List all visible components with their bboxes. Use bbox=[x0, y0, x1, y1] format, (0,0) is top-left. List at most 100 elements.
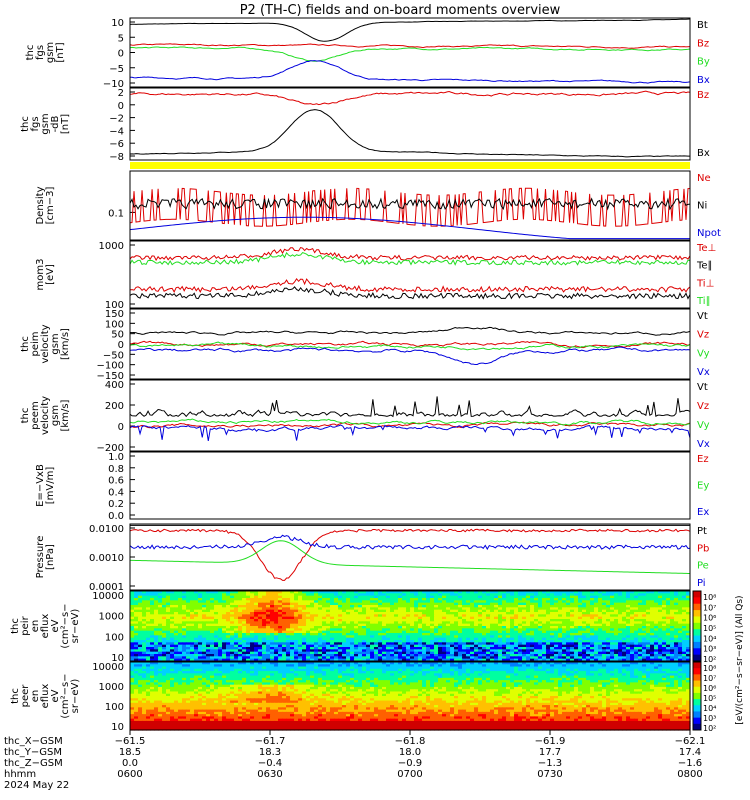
heatmap-cell bbox=[214, 605, 219, 608]
heatmap-cell bbox=[238, 602, 243, 606]
heatmap-cell bbox=[678, 609, 683, 613]
heatmap-cell bbox=[506, 595, 511, 599]
heatmap-cell bbox=[210, 600, 215, 604]
panel-frame bbox=[129, 379, 691, 452]
heatmap-cell bbox=[218, 635, 223, 639]
heatmap-cell bbox=[534, 605, 539, 608]
heatmap-cell bbox=[386, 647, 391, 650]
heatmap-cell bbox=[606, 658, 611, 662]
heatmap-cell bbox=[226, 600, 231, 604]
heatmap-cell bbox=[210, 595, 215, 599]
heatmap-cell bbox=[138, 612, 143, 615]
heatmap-cell bbox=[402, 651, 407, 655]
heatmap-cell bbox=[194, 662, 199, 665]
heatmap-cell bbox=[298, 644, 303, 648]
heatmap-cell bbox=[246, 616, 251, 620]
heatmap-cell bbox=[294, 602, 299, 606]
heatmap-cell bbox=[130, 662, 135, 665]
heatmap-cell bbox=[242, 602, 247, 606]
heatmap-cell bbox=[470, 642, 475, 646]
legend-Ne: Ne bbox=[697, 173, 711, 184]
heatmap-cell bbox=[214, 619, 219, 622]
heatmap-cell bbox=[614, 654, 619, 657]
heatmap-cell bbox=[442, 656, 447, 660]
heatmap-cell bbox=[518, 630, 523, 634]
heatmap-cell bbox=[418, 612, 423, 615]
heatmap-cell bbox=[402, 640, 407, 643]
y-tick-label: 10000 bbox=[92, 662, 124, 673]
heatmap-cell bbox=[522, 642, 527, 646]
heatmap-cell bbox=[290, 637, 295, 641]
y-tick-label: 0.2 bbox=[108, 499, 124, 510]
heatmap-cell bbox=[650, 619, 655, 622]
heatmap-cell bbox=[570, 623, 575, 627]
heatmap-cell bbox=[290, 598, 295, 601]
heatmap-cell bbox=[546, 591, 551, 594]
heatmap-cell bbox=[590, 605, 595, 608]
heatmap-cell bbox=[506, 598, 511, 601]
heatmap-cell bbox=[670, 612, 675, 615]
heatmap-cell bbox=[670, 633, 675, 636]
heatmap-cell bbox=[338, 602, 343, 606]
heatmap-cell bbox=[686, 633, 691, 636]
heatmap-cell bbox=[262, 658, 267, 662]
heatmap-cell bbox=[614, 614, 619, 618]
heatmap-cell bbox=[142, 616, 147, 620]
heatmap-cell bbox=[202, 612, 207, 615]
heatmap-cell bbox=[350, 628, 355, 632]
heatmap-cell bbox=[574, 605, 579, 608]
heatmap-cell bbox=[202, 644, 207, 648]
heatmap-cell bbox=[182, 630, 187, 634]
heatmap-cell bbox=[606, 651, 611, 655]
heatmap-cell bbox=[254, 607, 259, 611]
heatmap-cell bbox=[174, 591, 179, 594]
heatmap-cell bbox=[298, 605, 303, 608]
heatmap-cell bbox=[174, 637, 179, 641]
heatmap-cell bbox=[466, 656, 471, 660]
heatmap-cell bbox=[478, 621, 483, 625]
heatmap-cell bbox=[386, 621, 391, 625]
heatmap-cell bbox=[514, 628, 519, 632]
heatmap-cell bbox=[686, 619, 691, 622]
heatmap-cell bbox=[582, 635, 587, 639]
heatmap-cell bbox=[422, 637, 427, 641]
heatmap-cell bbox=[534, 626, 539, 629]
heatmap-cell bbox=[202, 605, 207, 608]
heatmap-cell bbox=[218, 654, 223, 657]
heatmap-cell bbox=[270, 649, 275, 653]
heatmap-cell bbox=[226, 609, 231, 613]
heatmap-cell bbox=[518, 612, 523, 615]
heatmap-cell bbox=[654, 642, 659, 646]
heatmap-cell bbox=[610, 591, 615, 594]
heatmap-cell bbox=[562, 662, 567, 665]
heatmap-cell bbox=[682, 595, 687, 599]
heatmap-cell bbox=[402, 602, 407, 606]
heatmap-cell bbox=[418, 626, 423, 629]
heatmap-cell bbox=[410, 602, 415, 606]
heatmap-cell bbox=[150, 656, 155, 660]
heatmap-cell bbox=[674, 633, 679, 636]
heatmap-cell bbox=[670, 654, 675, 657]
heatmap-cell bbox=[542, 626, 547, 629]
heatmap-cell bbox=[378, 649, 383, 653]
heatmap-cell bbox=[498, 619, 503, 622]
heatmap-cell bbox=[322, 633, 327, 636]
heatmap-cell bbox=[378, 612, 383, 615]
heatmap-cell bbox=[274, 616, 279, 620]
heatmap-cell bbox=[346, 658, 351, 662]
heatmap-cell bbox=[342, 614, 347, 618]
heatmap-cell bbox=[230, 649, 235, 653]
heatmap-cell bbox=[518, 640, 523, 643]
heatmap-cell bbox=[422, 619, 427, 622]
heatmap-cell bbox=[526, 656, 531, 660]
heatmap-cell bbox=[522, 623, 527, 627]
heatmap-cell bbox=[186, 591, 191, 594]
heatmap-cell bbox=[266, 644, 271, 648]
heatmap-cell bbox=[518, 654, 523, 657]
heatmap-cell bbox=[494, 605, 499, 608]
heatmap-cell bbox=[686, 628, 691, 632]
heatmap-cell bbox=[618, 623, 623, 627]
heatmap-cell bbox=[686, 658, 691, 662]
heatmap-cell bbox=[614, 637, 619, 641]
heatmap-cell bbox=[430, 633, 435, 636]
